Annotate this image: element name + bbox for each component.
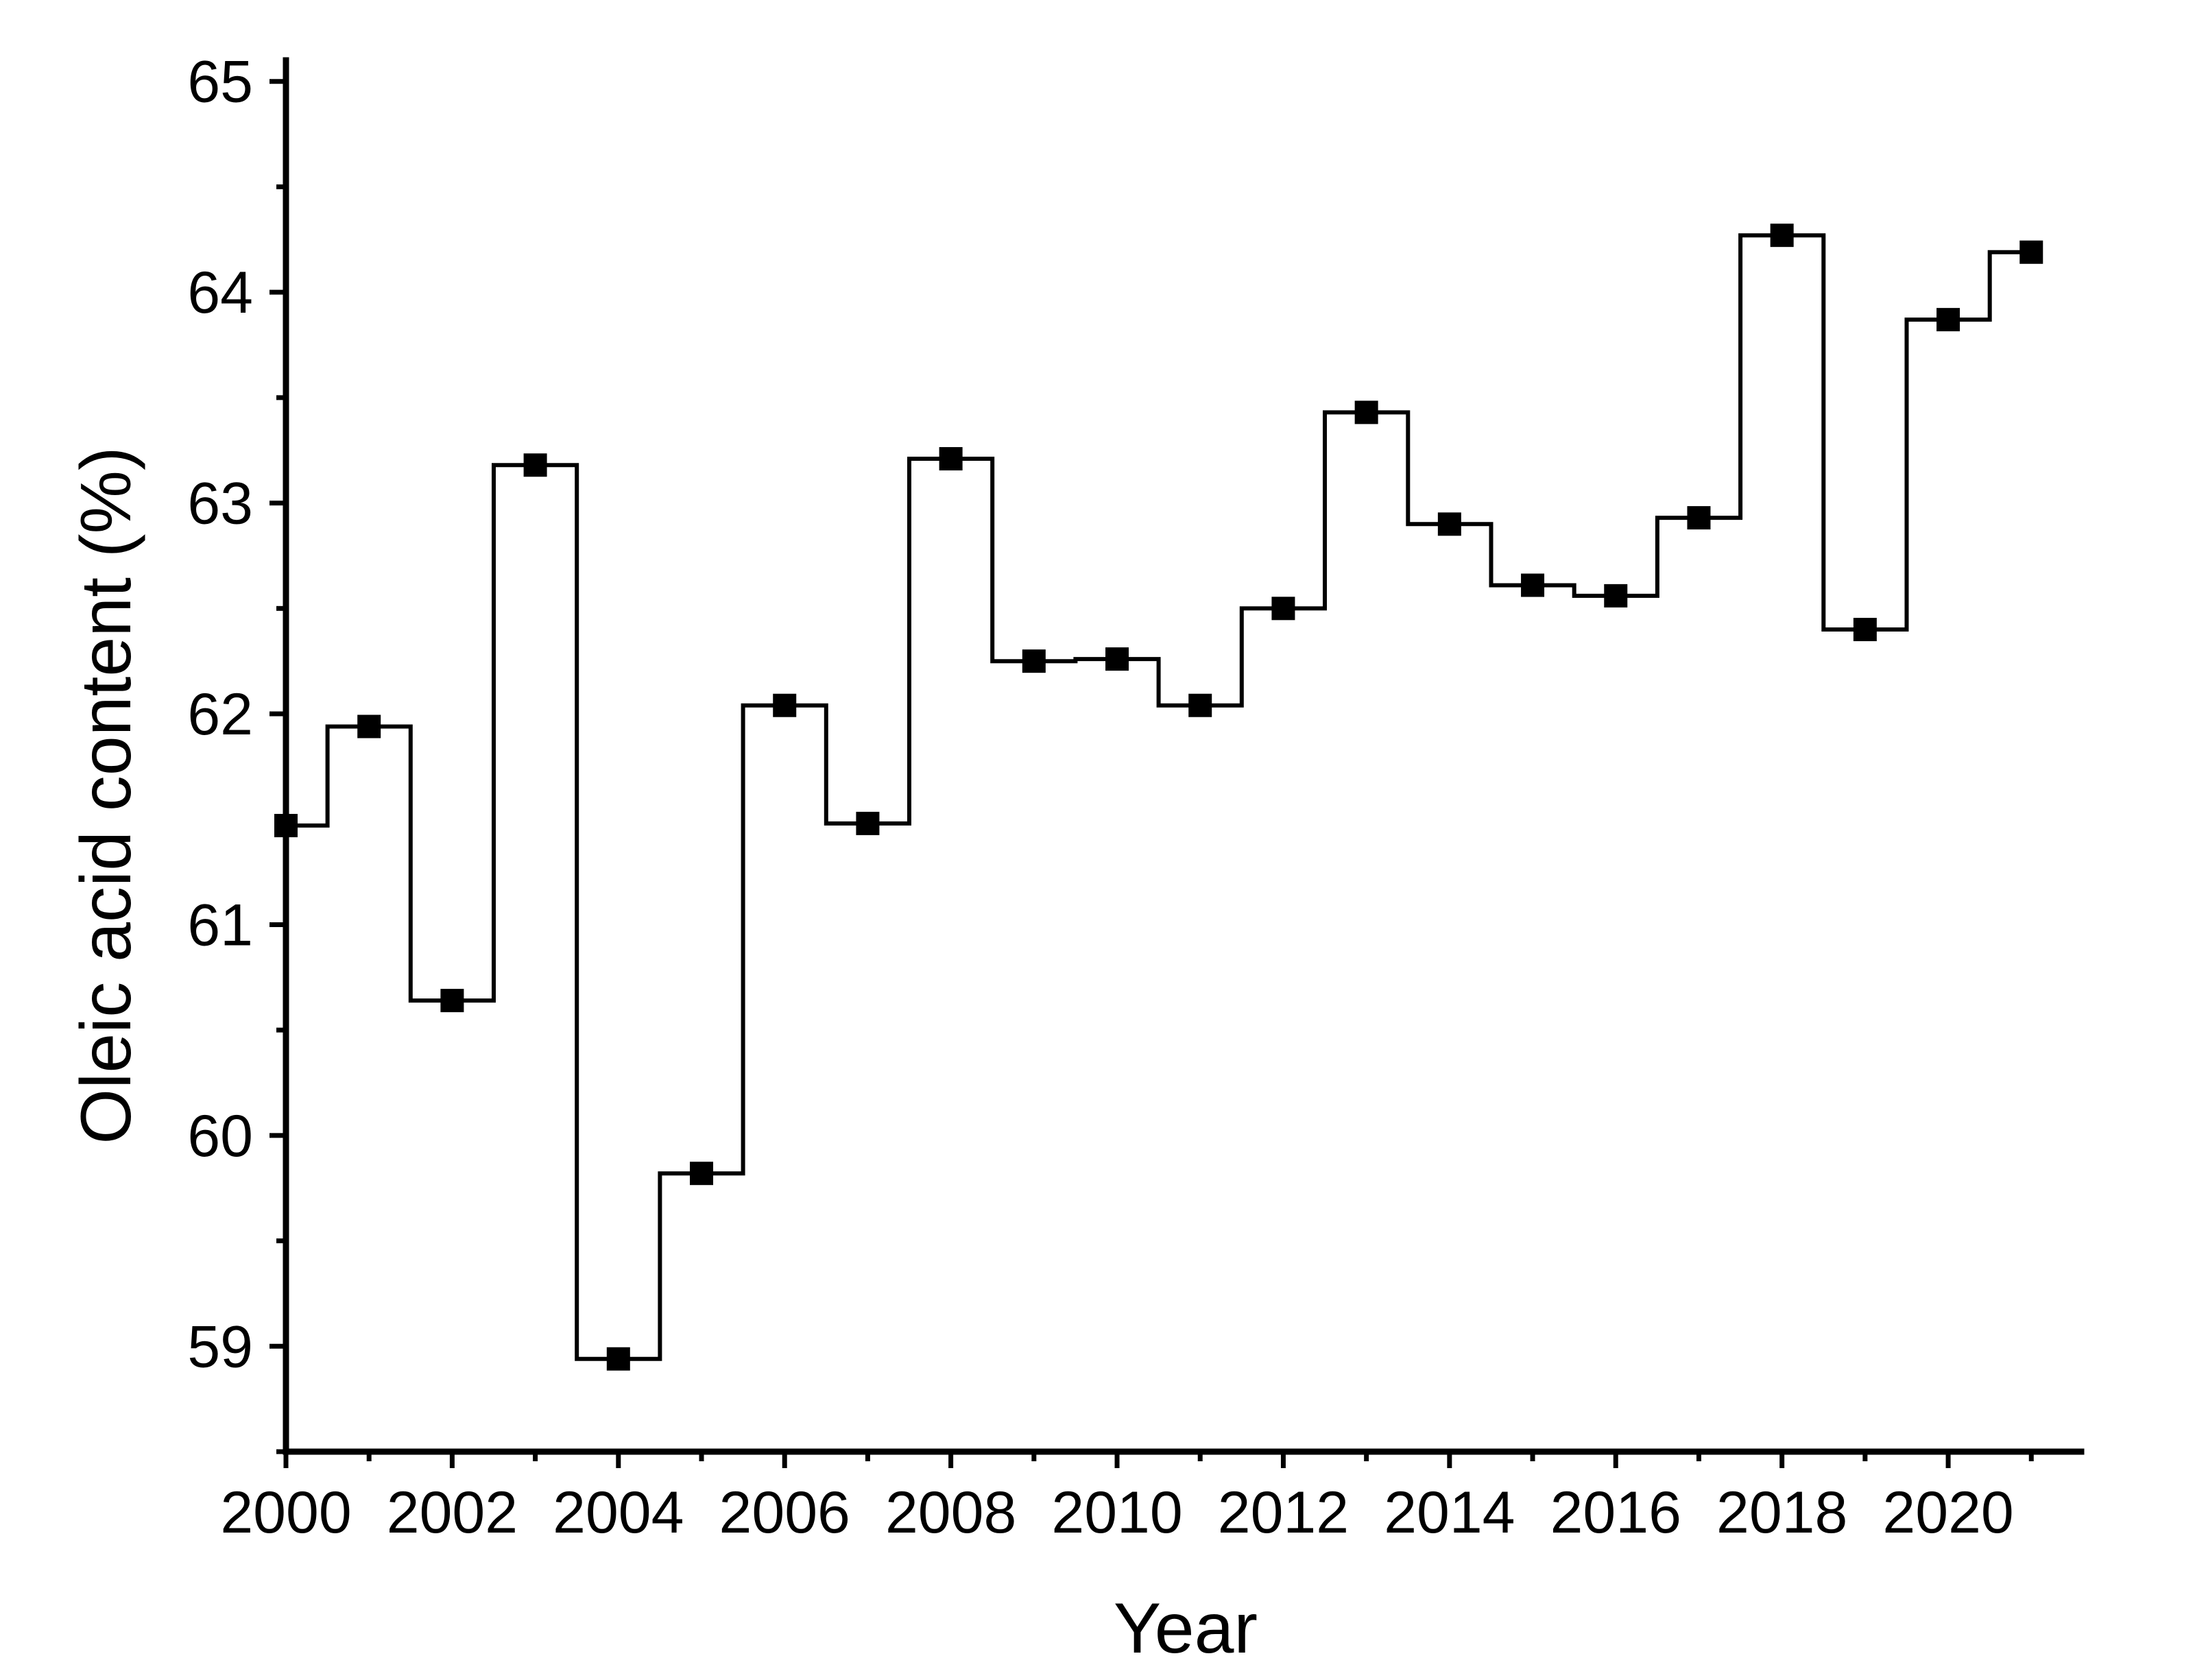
data-point-marker: [1271, 597, 1295, 621]
x-tick-label: 2002: [387, 1480, 518, 1546]
data-point-marker: [1936, 308, 1960, 332]
data-point-marker: [1188, 693, 1212, 717]
y-tick-label: 60: [187, 1103, 253, 1169]
y-tick-label: 62: [187, 682, 253, 747]
data-point-marker: [939, 447, 963, 471]
data-point-marker: [523, 453, 547, 477]
x-tick-label: 2010: [1051, 1480, 1182, 1546]
y-axis-title: Oleic acid content (%): [67, 446, 146, 1144]
x-tick-label: 2004: [553, 1480, 684, 1546]
data-point-marker: [1437, 512, 1461, 536]
x-ticks: 2000 2002 2004 2006 2008 2010 2012 2014 2016 2018…: [220, 1452, 2034, 1546]
data-point-marker: [1853, 618, 1877, 642]
y-ticks: 59 60 61 62 63 64 65: [187, 49, 286, 1454]
y-tick-label: 65: [187, 49, 253, 115]
data-point-marker: [1354, 400, 1378, 424]
data-point-marker: [1687, 506, 1711, 530]
plot-area: [274, 224, 2043, 1371]
data-point-marker: [1521, 573, 1545, 597]
x-tick-label: 2006: [719, 1480, 850, 1546]
y-tick-label: 63: [187, 471, 253, 537]
x-tick-label: 2018: [1716, 1480, 1847, 1546]
x-tick-label: 2008: [885, 1480, 1016, 1546]
x-tick-label: 2020: [1882, 1480, 2013, 1546]
data-point-marker: [773, 693, 797, 717]
data-point-marker: [690, 1162, 714, 1186]
data-point-marker: [606, 1347, 630, 1371]
step-series-line: [286, 233, 2032, 1361]
data-point-marker: [2019, 240, 2043, 264]
data-point-marker: [856, 811, 880, 835]
x-axis-title: Year: [1114, 1589, 1258, 1668]
y-tick-label: 61: [187, 892, 253, 958]
data-point-marker: [357, 715, 381, 739]
data-point-marker: [1604, 584, 1628, 608]
x-tick-label: 2014: [1384, 1480, 1515, 1546]
x-tick-label: 2016: [1550, 1480, 1681, 1546]
data-point-marker: [1105, 647, 1129, 671]
x-tick-label: 2012: [1218, 1480, 1349, 1546]
data-point-marker: [440, 989, 464, 1013]
y-tick-label: 64: [187, 260, 253, 326]
data-point-marker: [1022, 649, 1046, 673]
y-tick-label: 59: [187, 1314, 253, 1380]
data-point-marker: [1770, 224, 1794, 248]
x-tick-label: 2000: [220, 1480, 351, 1546]
